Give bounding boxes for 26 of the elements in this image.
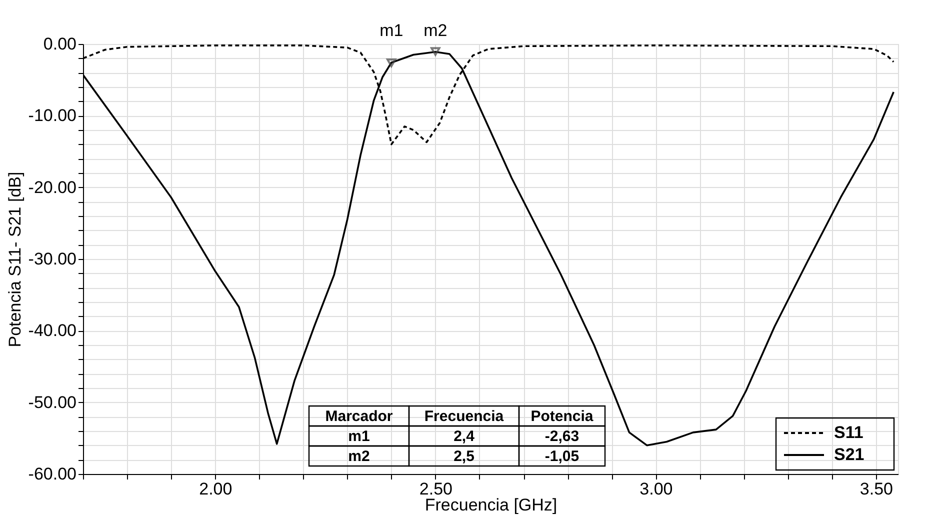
annotation: m2 — [348, 448, 370, 465]
x-tick-label: 2.00 — [199, 480, 232, 498]
y-axis-title: Potencia S11- S21 [dB] — [5, 172, 24, 348]
y-tick-label: -40.00 — [28, 321, 76, 340]
x-tick-label: 2.50 — [419, 480, 452, 498]
annotation: Frecuencia — [424, 408, 504, 425]
annotation: Potencia — [530, 408, 594, 425]
annotation: m2 — [424, 21, 448, 40]
x-axis-title: Frecuencia [GHz] — [424, 496, 558, 514]
y-tick-label: -20.00 — [28, 178, 76, 197]
legend-label: S11 — [834, 423, 864, 442]
legend-label: S21 — [834, 445, 864, 464]
annotation: 2,4 — [454, 428, 476, 445]
annotation: 2,5 — [454, 448, 474, 465]
x-tick-label: 3.00 — [640, 480, 673, 498]
y-tick-label: -50.00 — [28, 392, 76, 412]
annotation: -2,63 — [544, 428, 580, 445]
annotation: m1 — [380, 21, 404, 40]
annotation: -1,05 — [544, 448, 580, 465]
y-tick-label: 0.00 — [43, 34, 76, 54]
annotation: m1 — [348, 428, 370, 445]
annotation: Marcador — [325, 408, 393, 425]
x-tick-label: 3.50 — [860, 480, 894, 498]
y-tick-label: -10.00 — [28, 106, 76, 126]
y-tick-label: -60.00 — [28, 464, 76, 484]
y-tick-label: -30.00 — [28, 250, 76, 268]
